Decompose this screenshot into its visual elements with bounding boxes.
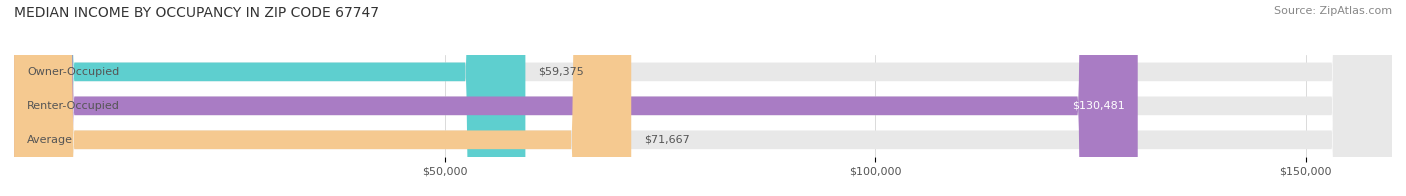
Text: Owner-Occupied: Owner-Occupied	[27, 67, 120, 77]
Text: $71,667: $71,667	[644, 135, 690, 145]
Text: Source: ZipAtlas.com: Source: ZipAtlas.com	[1274, 6, 1392, 16]
FancyBboxPatch shape	[14, 0, 1392, 196]
FancyBboxPatch shape	[14, 0, 1392, 196]
Text: MEDIAN INCOME BY OCCUPANCY IN ZIP CODE 67747: MEDIAN INCOME BY OCCUPANCY IN ZIP CODE 6…	[14, 6, 380, 20]
FancyBboxPatch shape	[14, 0, 631, 196]
Text: Renter-Occupied: Renter-Occupied	[27, 101, 120, 111]
FancyBboxPatch shape	[14, 0, 526, 196]
FancyBboxPatch shape	[14, 0, 1392, 196]
Text: $59,375: $59,375	[538, 67, 583, 77]
Text: $130,481: $130,481	[1071, 101, 1125, 111]
Text: Average: Average	[27, 135, 73, 145]
FancyBboxPatch shape	[14, 0, 1137, 196]
